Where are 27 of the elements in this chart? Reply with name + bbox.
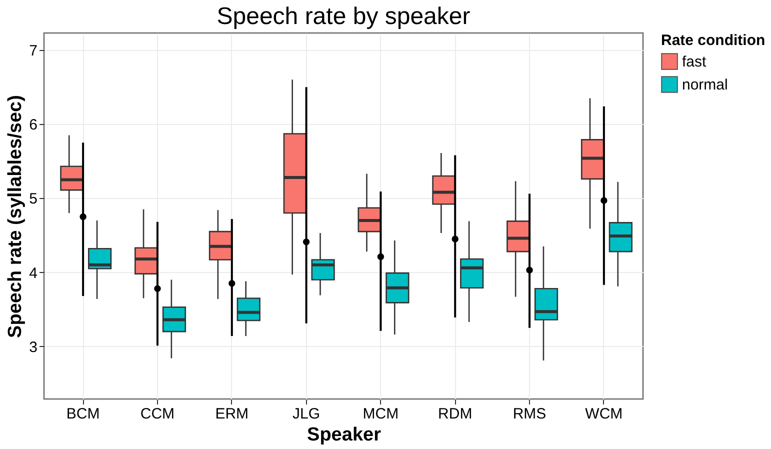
x-tick-label: RDM: [438, 406, 472, 422]
x-tick-label: WCM: [585, 406, 623, 422]
point: [302, 238, 310, 246]
y-tick-label: 3: [29, 338, 38, 356]
legend-label: normal: [682, 76, 728, 94]
y-axis-title: Speech rate (syllables/sec): [5, 95, 26, 338]
x-tick-label: BCM: [66, 406, 100, 422]
y-tick-label: 6: [29, 116, 38, 134]
point: [228, 280, 236, 287]
point: [154, 285, 161, 292]
chart-title: Speech rate by speaker: [216, 3, 470, 30]
point: [80, 213, 86, 220]
legend-label: fast: [682, 54, 708, 70]
x-tick-label: ERM: [215, 406, 249, 422]
x-tick-label: JLG: [292, 406, 320, 422]
point: [452, 236, 458, 242]
x-tick-label: CCM: [140, 406, 175, 422]
y-tick-label: 4: [29, 264, 38, 282]
point: [377, 253, 384, 260]
x-tick-label: MCM: [362, 406, 399, 422]
x-tick-label: RMS: [512, 406, 546, 422]
y-tick-label: 5: [29, 190, 38, 208]
y-tick-label: 7: [29, 42, 38, 60]
point: [526, 266, 533, 274]
legend-title: Rate condition: [661, 32, 766, 49]
x-axis-title: Speaker: [307, 424, 382, 446]
point: [600, 197, 608, 204]
